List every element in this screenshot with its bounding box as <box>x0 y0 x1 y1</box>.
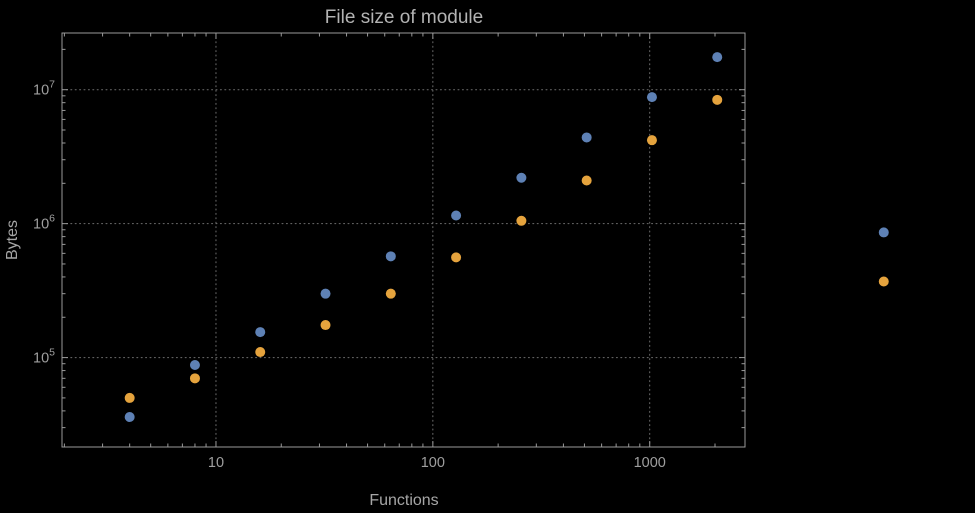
y-axis-label: Bytes <box>4 220 21 260</box>
x-tick-label: 10 <box>208 455 224 471</box>
x-tick-label: 1000 <box>634 455 666 471</box>
x-tick-label: 100 <box>421 455 445 471</box>
x-tick-labels: 10 100 1000 <box>208 455 666 471</box>
plot-frame <box>61 32 746 448</box>
data-point-blue <box>385 251 396 262</box>
data-point-orange <box>451 252 462 263</box>
data-point-orange <box>646 135 657 146</box>
x-axis-label: Functions <box>369 492 438 509</box>
data-point-blue <box>451 210 462 221</box>
data-point-blue <box>646 92 657 103</box>
series-orange <box>124 94 889 403</box>
data-point-orange <box>385 288 396 299</box>
data-point-orange <box>124 392 135 403</box>
data-point-orange <box>878 276 889 287</box>
data-point-orange <box>712 94 723 105</box>
data-point-orange <box>581 175 592 186</box>
data-point-orange <box>255 347 266 358</box>
chart-title: File size of module <box>325 7 483 28</box>
y-tick-label: 106 <box>33 213 55 233</box>
data-point-orange <box>320 320 331 331</box>
y-tick-labels: 105 106 107 <box>33 79 55 367</box>
y-tick-label: 107 <box>33 79 55 99</box>
data-point-blue <box>255 327 266 338</box>
axis-ticks <box>62 33 745 447</box>
data-point-blue <box>320 288 331 299</box>
data-point-orange <box>516 215 527 226</box>
data-point-blue <box>581 132 592 143</box>
data-point-blue <box>189 360 200 371</box>
y-tick-label: 105 <box>33 347 55 367</box>
gridlines <box>61 32 746 448</box>
data-point-blue <box>516 172 527 183</box>
data-point-blue <box>878 227 889 238</box>
data-point-blue <box>124 412 135 423</box>
data-points <box>124 52 889 423</box>
data-point-blue <box>712 52 723 63</box>
series-blue <box>124 52 889 423</box>
data-point-orange <box>189 373 200 384</box>
